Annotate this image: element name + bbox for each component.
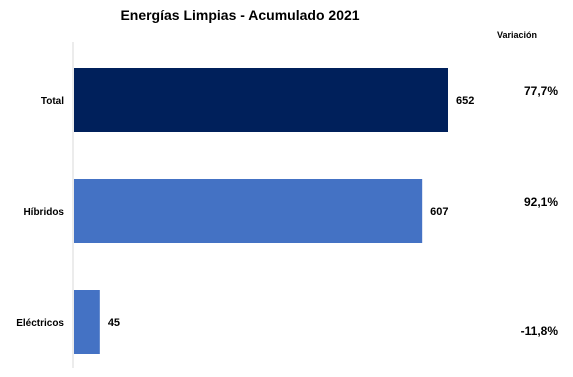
variation-value: 92,1%	[524, 195, 558, 209]
variation-value: 77,7%	[524, 84, 558, 98]
category-label: Eléctricos	[16, 318, 64, 329]
data-label: 652	[456, 95, 474, 107]
category-label: Total	[41, 96, 64, 107]
variation-header: Variación	[497, 30, 538, 40]
category-label: Híbridos	[23, 207, 64, 218]
variation-value: -11,8%	[521, 324, 559, 338]
bar-0	[74, 68, 448, 132]
bar-1	[74, 179, 423, 243]
data-label: 607	[430, 206, 448, 218]
bar-2	[74, 290, 100, 354]
data-label: 45	[108, 317, 120, 329]
chart-title: Energías Limpias - Acumulado 2021	[120, 7, 360, 23]
